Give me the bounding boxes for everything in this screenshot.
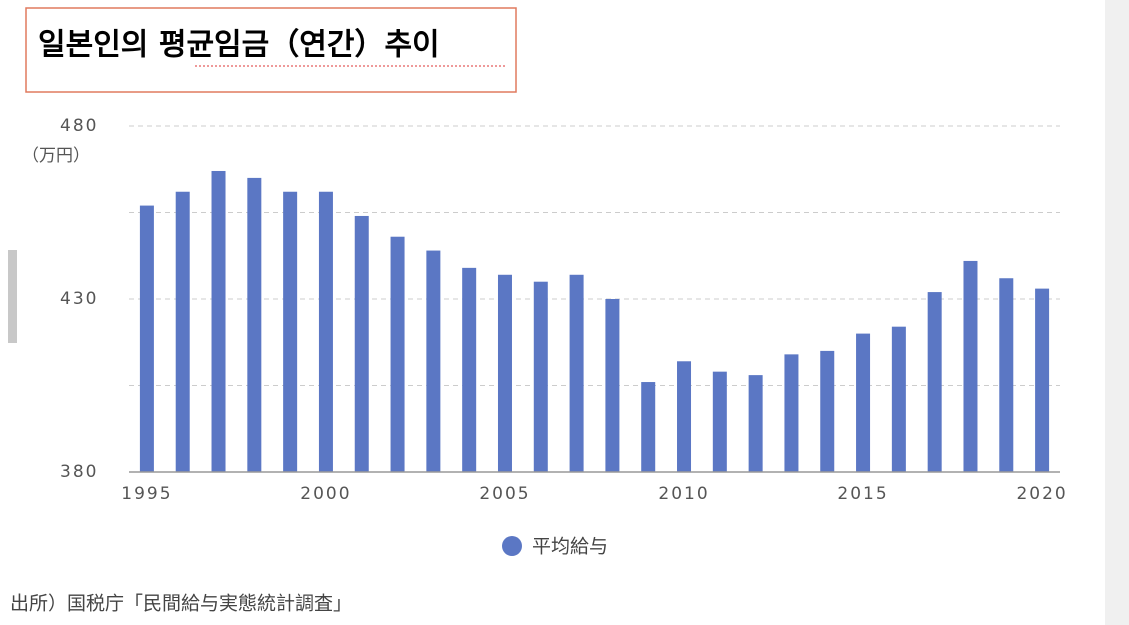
x-tick-label: 2000 xyxy=(300,484,351,504)
bar xyxy=(175,191,190,473)
x-tick-label: 2010 xyxy=(658,484,709,504)
bar xyxy=(712,371,727,472)
bar xyxy=(677,361,692,472)
bar xyxy=(927,292,942,472)
y-unit: （万円） xyxy=(22,146,90,166)
y-tick-label: 430 xyxy=(60,289,98,309)
x-tick-label: 1995 xyxy=(121,484,172,504)
bar xyxy=(1035,288,1050,472)
bar xyxy=(891,326,906,472)
bar xyxy=(999,278,1014,472)
x-tick-label: 2015 xyxy=(837,484,888,504)
bar xyxy=(211,170,226,473)
edge xyxy=(1105,0,1129,625)
bar xyxy=(748,375,763,472)
bar xyxy=(139,205,154,472)
bar xyxy=(820,350,835,472)
bar xyxy=(247,177,262,472)
source: 出所）国税庁「民間給与実態統計調査」 xyxy=(10,593,352,615)
scroll-marker xyxy=(8,250,17,343)
bar xyxy=(426,250,441,472)
bar xyxy=(605,299,620,472)
bar xyxy=(784,354,799,472)
legend-label: 平均給与 xyxy=(532,536,608,558)
y-tick-label: 480 xyxy=(60,116,98,136)
legend-marker xyxy=(502,536,522,556)
chart-title: 일본인의 평균임금（연간）추이 xyxy=(38,28,440,63)
x-tick-label: 2005 xyxy=(479,484,530,504)
bar xyxy=(963,260,978,472)
bar xyxy=(462,267,477,472)
bar xyxy=(641,382,656,472)
bar xyxy=(569,274,584,472)
bar xyxy=(283,191,298,473)
bar xyxy=(856,333,871,472)
y-tick-label: 380 xyxy=(60,462,98,482)
bar xyxy=(533,281,548,472)
bar xyxy=(390,236,405,472)
x-tick-label: 2020 xyxy=(1016,484,1067,504)
bar xyxy=(318,191,333,473)
bar xyxy=(354,215,369,472)
bar xyxy=(497,274,512,472)
title-box xyxy=(25,7,517,93)
